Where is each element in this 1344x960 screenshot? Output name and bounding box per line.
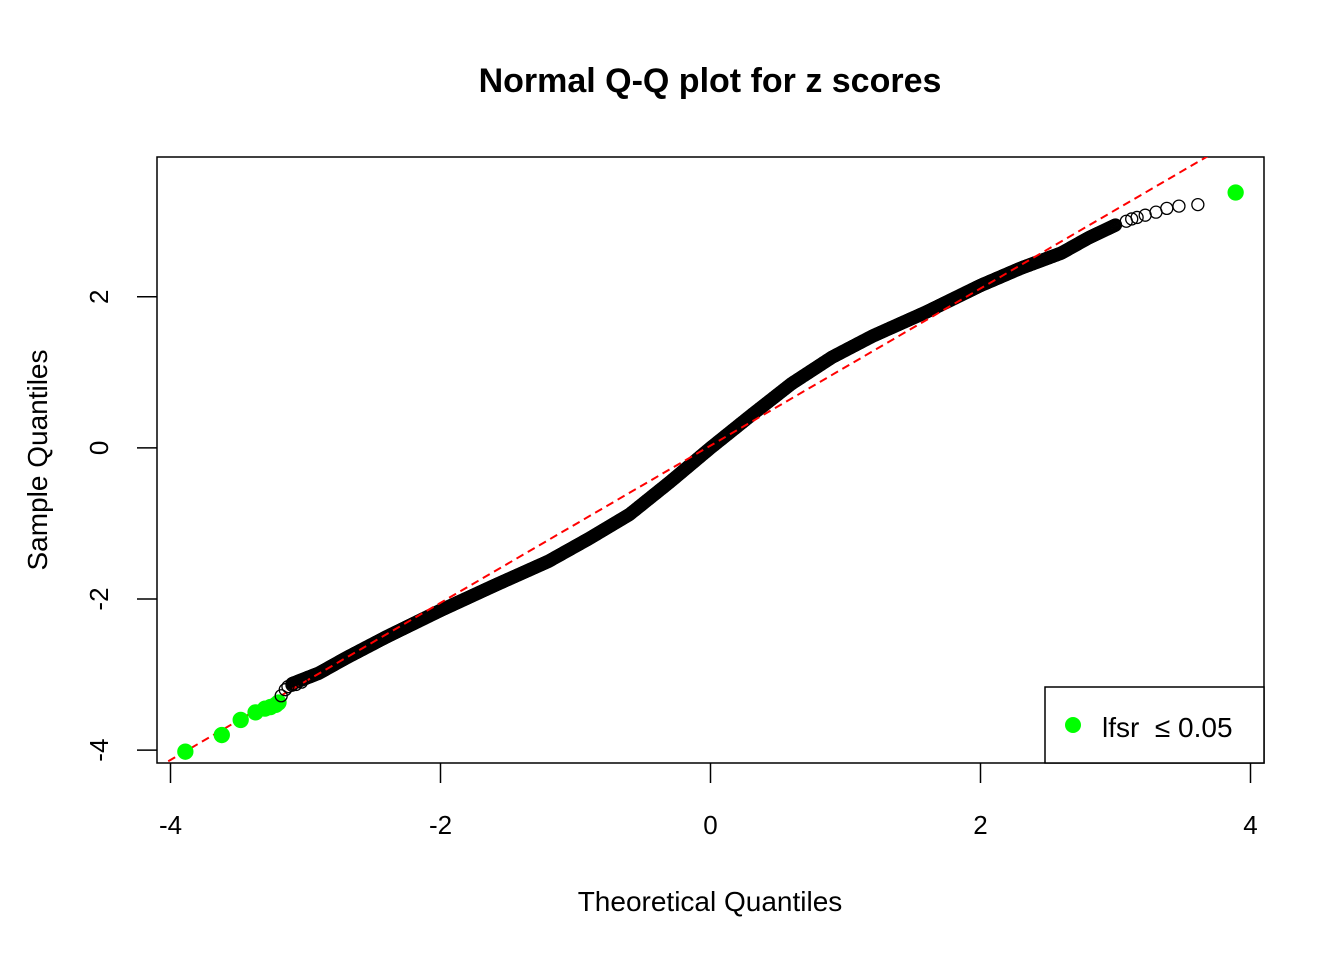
data-point [1138,208,1152,222]
curve-points [285,218,1123,691]
x-tick-label: 4 [1243,810,1257,840]
significant-point [213,726,230,744]
significant-point [1227,184,1244,201]
x-tick-label: -2 [429,810,452,840]
reference-line [163,157,1209,763]
legend-marker [1065,717,1081,733]
y-tick-label: 2 [84,290,114,304]
x-tick-label: 0 [703,810,717,840]
y-axis-label: Sample Quantiles [22,349,53,570]
plot-marks [163,157,1244,763]
data-point [1125,212,1139,226]
x-tick-label: 2 [973,810,987,840]
y-tick-label: -2 [84,587,114,610]
data-point [294,675,309,689]
data-point [1160,201,1174,216]
data-point [1191,197,1205,212]
legend-label: lfsr ≤ 0.05 [1102,712,1233,743]
significant-point [270,694,287,711]
significant-point [232,711,249,729]
x-tick-label: -4 [159,810,182,840]
significant-point [177,743,194,760]
data-point [278,683,292,697]
legend-box [1044,686,1265,764]
x-axis-label: Theoretical Quantiles [578,886,843,917]
y-axis: -4 -2 0 2 [84,290,157,762]
x-axis: -4 -2 0 2 4 [159,763,1258,840]
y-tick-label: -4 [84,739,114,762]
data-point [1130,210,1144,225]
legend: lfsr ≤ 0.05 [1044,686,1265,764]
chart-title: Normal Q-Q plot for z scores [479,62,942,100]
data-point [1172,199,1186,213]
y-tick-label: 0 [84,441,114,455]
